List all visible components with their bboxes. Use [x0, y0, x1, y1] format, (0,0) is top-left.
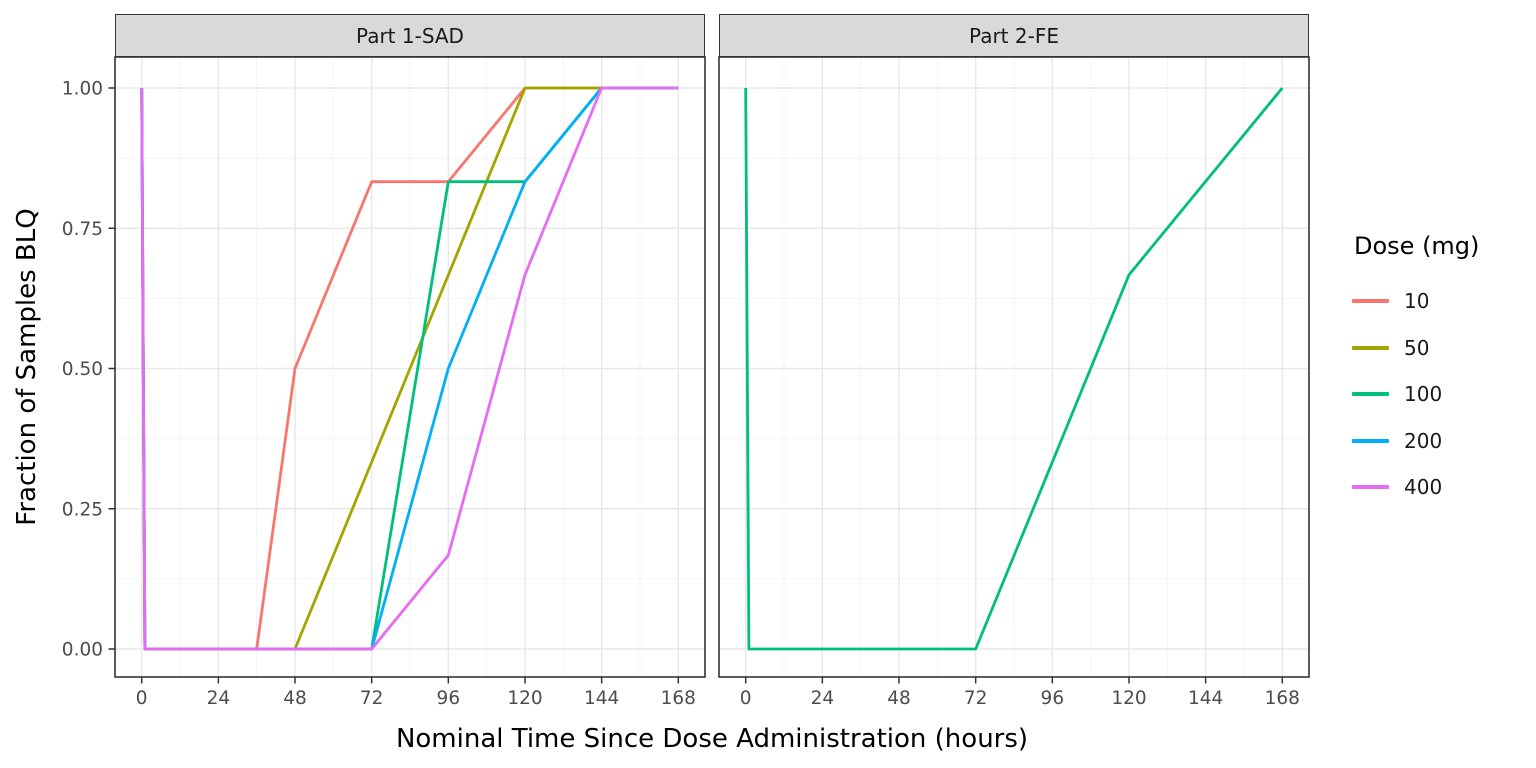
legend-entry-label: 400: [1404, 475, 1443, 500]
x-tick-label: 24: [811, 688, 835, 709]
x-tick-label: 144: [1188, 688, 1223, 709]
series-line-400mg: [140, 86, 679, 651]
x-tick-label: 168: [661, 688, 696, 709]
legend-entry-50mg: 50: [1352, 325, 1532, 372]
series-line-100mg: [744, 87, 1284, 651]
x-axis-title: Nominal Time Since Dose Administration (…: [395, 724, 1029, 754]
legend: Dose (mg) 10 50 100 200 400: [1352, 232, 1532, 511]
facet-strip-part2-fe: Part 2-FE: [719, 14, 1309, 57]
y-tick-label: 0.25: [62, 499, 103, 520]
x-tick-label: 96: [437, 688, 461, 709]
legend-key-line: [1352, 392, 1389, 397]
facet-strip-label: Part 2-FE: [969, 23, 1059, 48]
y-axis-title: Fraction of Samples BLQ: [12, 208, 42, 526]
y-tick-label: 1.00: [62, 79, 103, 100]
x-tick-label: 48: [887, 688, 911, 709]
x-tick-label: 48: [283, 688, 307, 709]
legend-entry-200mg: 200: [1352, 418, 1532, 465]
legend-entry-400mg: 400: [1352, 464, 1532, 511]
legend-entry-label: 50: [1404, 335, 1430, 360]
legend-key-line: [1352, 299, 1389, 304]
y-tick-label: 0.00: [62, 640, 103, 661]
legend-entries: 10 50 100 200 400: [1352, 278, 1532, 511]
panel-border: [718, 56, 1310, 678]
panel-border: [114, 56, 706, 678]
legend-key-line: [1352, 485, 1389, 490]
x-tick-label: 72: [964, 688, 988, 709]
x-tick-label: 96: [1041, 688, 1065, 709]
facet-strip-part1-sad: Part 1-SAD: [115, 14, 705, 57]
y-tick-label: 0.75: [62, 219, 103, 240]
legend-entry-label: 100: [1404, 382, 1443, 407]
legend-entry-10mg: 10: [1352, 278, 1532, 325]
y-tick-label: 0.50: [62, 359, 103, 380]
legend-title: Dose (mg): [1354, 232, 1480, 260]
legend-entry-label: 10: [1404, 289, 1430, 314]
facet-strip-label: Part 1-SAD: [356, 23, 464, 48]
x-tick-label: 120: [507, 688, 542, 709]
legend-entry-label: 200: [1404, 428, 1443, 453]
x-tick-label: 0: [740, 688, 752, 709]
legend-key-line: [1352, 438, 1389, 443]
x-tick-label: 168: [1265, 688, 1300, 709]
legend-entry-100mg: 100: [1352, 371, 1532, 418]
x-tick-label: 120: [1111, 688, 1146, 709]
legend-key-line: [1352, 345, 1389, 350]
x-tick-label: 24: [207, 688, 231, 709]
x-tick-label: 144: [584, 688, 619, 709]
x-tick-label: 0: [136, 688, 148, 709]
x-tick-label: 72: [360, 688, 384, 709]
